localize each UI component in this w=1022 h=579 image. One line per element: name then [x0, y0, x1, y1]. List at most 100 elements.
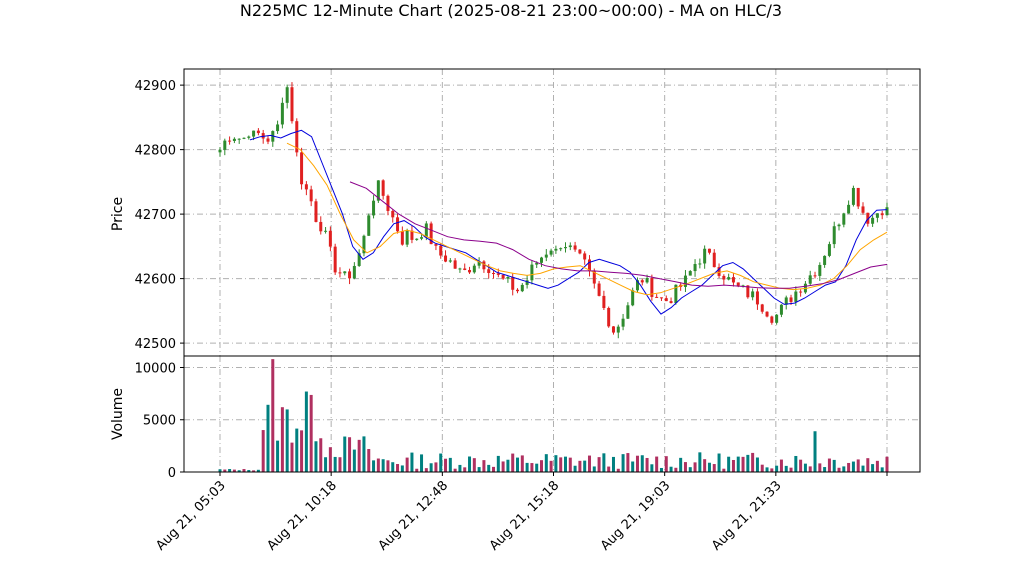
candle-up — [343, 271, 347, 274]
volume-bar — [616, 468, 620, 472]
volume-gridlines — [184, 356, 920, 473]
candle-up — [525, 280, 529, 285]
candle-up — [631, 290, 635, 306]
candle-up — [247, 136, 251, 138]
candle-up — [823, 255, 827, 265]
x-tick-label: Aug 21, 21:33 — [709, 478, 785, 554]
candle-up — [779, 304, 783, 315]
volume-bar — [386, 460, 390, 472]
volume-bar — [420, 454, 424, 472]
candle-down — [386, 195, 390, 211]
volume-bar — [405, 457, 409, 472]
volume-bar — [712, 464, 716, 472]
candle-down — [707, 248, 711, 253]
candle-up — [472, 265, 476, 273]
candle-up — [367, 215, 371, 236]
volume-bar — [751, 452, 755, 472]
volume-bar — [779, 459, 783, 472]
volume-bar — [775, 465, 779, 472]
candle-down — [516, 289, 520, 292]
volume-bar — [468, 456, 472, 472]
volume-bar — [309, 394, 313, 472]
candle-up — [376, 180, 380, 201]
volume-bar — [736, 456, 740, 472]
volume-bar — [650, 464, 654, 472]
candle-down — [578, 249, 582, 254]
volume-bar — [583, 460, 587, 472]
volume-bar — [367, 449, 371, 472]
candle-up — [372, 200, 376, 216]
candle-up — [544, 254, 548, 258]
candle-down — [410, 230, 414, 240]
x-tick-label: Aug 21, 19:03 — [598, 478, 674, 554]
volume-bar — [501, 461, 505, 472]
candle-down — [650, 278, 654, 297]
candle-down — [813, 275, 817, 277]
volume-bar — [300, 430, 304, 472]
volume-bar — [348, 437, 352, 472]
volume-bar — [218, 469, 222, 472]
volume-bar — [813, 431, 817, 472]
candle-down — [400, 231, 404, 245]
candle-down — [799, 291, 803, 293]
volume-bar — [688, 467, 692, 472]
volume-bar — [741, 456, 745, 472]
candle-down — [712, 252, 716, 268]
candle-up — [477, 261, 481, 266]
volume-bar — [477, 467, 481, 472]
candle-up — [741, 285, 745, 287]
volume-bar — [765, 467, 769, 472]
candle-up — [352, 265, 356, 279]
volume-tick-label: 0 — [168, 466, 176, 481]
candle-up — [837, 224, 841, 227]
candle-up — [280, 102, 284, 125]
volume-bar — [880, 467, 884, 472]
volume-bar — [333, 456, 337, 472]
candle-up — [683, 275, 687, 287]
candle-down — [468, 269, 472, 273]
candle-down — [391, 210, 395, 218]
candle-down — [880, 213, 884, 216]
candle-up — [703, 248, 707, 264]
candle-down — [501, 274, 505, 279]
volume-bar — [794, 455, 798, 472]
volume-bar — [626, 453, 630, 472]
volume-bar — [544, 454, 548, 472]
candle-up — [645, 278, 649, 283]
candle-down — [597, 283, 601, 296]
volume-bar — [659, 467, 663, 472]
candle-up — [324, 230, 328, 232]
candle-up — [674, 284, 678, 303]
volume-bar — [559, 457, 563, 472]
candle-down — [228, 140, 232, 142]
volume-bar — [818, 463, 822, 472]
volume-bar — [482, 460, 486, 472]
volume-bar — [799, 459, 803, 472]
volume-bar — [707, 462, 711, 472]
candle-up — [242, 137, 246, 139]
candle-up — [458, 268, 462, 270]
volume-bar — [674, 467, 678, 472]
volume-bar — [631, 461, 635, 472]
volume-bar — [568, 457, 572, 472]
volume-bar — [679, 457, 683, 472]
volume-bar — [362, 436, 366, 472]
candle-down — [290, 87, 294, 122]
price-axis-ticks: 42500 42600 42700 42800 42900 — [135, 79, 184, 352]
candle-down — [722, 275, 726, 280]
candle-up — [405, 230, 409, 245]
candle-down — [861, 206, 865, 213]
volume-bar — [808, 466, 812, 472]
volume-bar — [487, 464, 491, 472]
candle-up — [832, 226, 836, 245]
volume-bar — [338, 457, 342, 472]
volume-bar — [324, 457, 328, 472]
candle-up — [875, 213, 879, 218]
candle-down — [583, 253, 587, 260]
volume-bar — [396, 464, 400, 472]
volume-bar — [434, 462, 438, 472]
volume-bar — [847, 462, 851, 472]
volume-bar — [520, 455, 524, 472]
candle-up — [535, 262, 539, 265]
